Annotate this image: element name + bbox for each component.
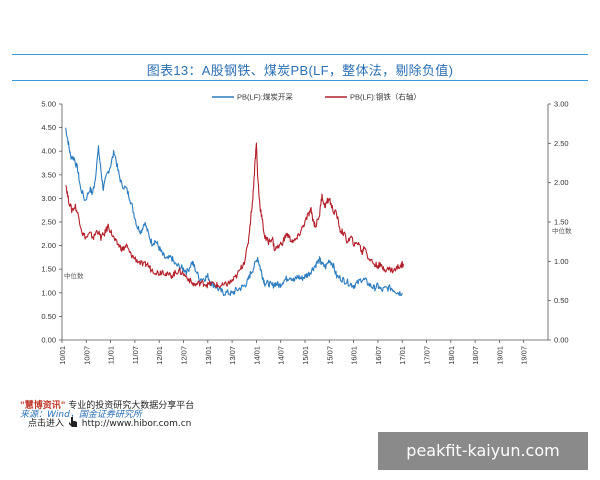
y-right-tick-label: 0.50 bbox=[554, 296, 569, 305]
x-tick-label: 14/01 bbox=[252, 346, 261, 365]
y-right-tick-label: 2.00 bbox=[554, 178, 569, 187]
x-tick-label: 18/01 bbox=[447, 346, 456, 365]
y-left-tick-label: 2.00 bbox=[41, 241, 56, 250]
y-left-tick-label: 1.50 bbox=[41, 265, 56, 274]
x-tick-label: 18/07 bbox=[471, 346, 480, 365]
y-left-tick-label: 5.00 bbox=[41, 100, 56, 109]
y-right-tick-label: 3.00 bbox=[554, 100, 569, 109]
footer-url-link[interactable]: http://www.hibor.com.cn bbox=[81, 419, 192, 429]
x-tick-label: 10/01 bbox=[58, 346, 67, 365]
footer-tagline: 专业的投资研究大数据分享平台 bbox=[65, 401, 195, 411]
x-tick-label: 11/07 bbox=[131, 346, 140, 364]
footer-brand: "慧博资讯" bbox=[20, 401, 66, 411]
x-tick-label: 14/07 bbox=[277, 346, 286, 365]
y-right-tick-label: 1.50 bbox=[554, 218, 569, 227]
y-left-tick-label: 4.00 bbox=[41, 147, 56, 156]
y-left-tick-label: 3.50 bbox=[41, 170, 56, 179]
watermark: peakfit-kaiyun.com bbox=[378, 432, 588, 470]
legend-label: PB(LF):煤炭开采 bbox=[237, 92, 293, 102]
x-tick-label: 15/07 bbox=[325, 346, 334, 365]
series-line-coal bbox=[65, 127, 403, 297]
x-tick-label: 10/07 bbox=[82, 346, 91, 365]
footer-source-line: 来源：Wind，国金证券研究所 bbox=[20, 407, 142, 420]
x-tick-label: 16/01 bbox=[350, 346, 359, 365]
x-tick-label: 11/01 bbox=[107, 346, 116, 364]
x-tick-label: 12/01 bbox=[155, 346, 164, 365]
footer-source-label: 来源： bbox=[20, 410, 48, 420]
x-tick-label: 13/01 bbox=[204, 346, 213, 365]
x-tick-label: 17/01 bbox=[398, 346, 407, 365]
title-rule bbox=[12, 80, 588, 81]
median-annotation-left: 中位数 bbox=[64, 271, 84, 280]
x-tick-label: 16/07 bbox=[374, 346, 383, 365]
x-tick-label: 19/07 bbox=[520, 346, 529, 365]
footer-enter-label[interactable]: 点击进入 bbox=[28, 419, 65, 429]
footer-source-text: Wind，国金证券研究所 bbox=[47, 410, 142, 420]
x-tick-label: 17/07 bbox=[423, 346, 432, 365]
y-left-tick-label: 4.50 bbox=[41, 123, 56, 132]
chart-title: 图表13：A股钢铁、煤炭PB(LF，整体法，剔除负值) bbox=[146, 63, 454, 78]
x-tick-label: 13/07 bbox=[228, 346, 237, 365]
y-left-tick-label: 3.00 bbox=[41, 194, 56, 203]
median-annotation-right: 中位数 bbox=[552, 226, 572, 235]
y-right-tick-label: 2.50 bbox=[554, 139, 569, 148]
y-left-tick-label: 2.50 bbox=[41, 218, 56, 227]
y-left-tick-label: 1.00 bbox=[41, 288, 56, 297]
legend-label: PB(LF):钢铁（右轴） bbox=[350, 92, 421, 102]
footer-link-line[interactable]: 点击进入 http://www.hibor.com.cn bbox=[28, 416, 191, 429]
series-line-steel bbox=[65, 142, 404, 289]
x-tick-label: 15/01 bbox=[301, 346, 310, 365]
y-right-tick-label: 0.00 bbox=[554, 336, 569, 345]
y-right-tick-label: 1.00 bbox=[554, 257, 569, 266]
hand-cursor-icon bbox=[68, 417, 77, 427]
footer-brand-line: "慧博资讯" 专业的投资研究大数据分享平台 bbox=[20, 398, 194, 411]
y-left-tick-label: 0.00 bbox=[41, 336, 56, 345]
top-rule bbox=[12, 54, 588, 55]
x-tick-label: 19/01 bbox=[495, 346, 504, 365]
y-left-tick-label: 0.50 bbox=[41, 312, 56, 321]
x-tick-label: 12/07 bbox=[180, 346, 189, 365]
